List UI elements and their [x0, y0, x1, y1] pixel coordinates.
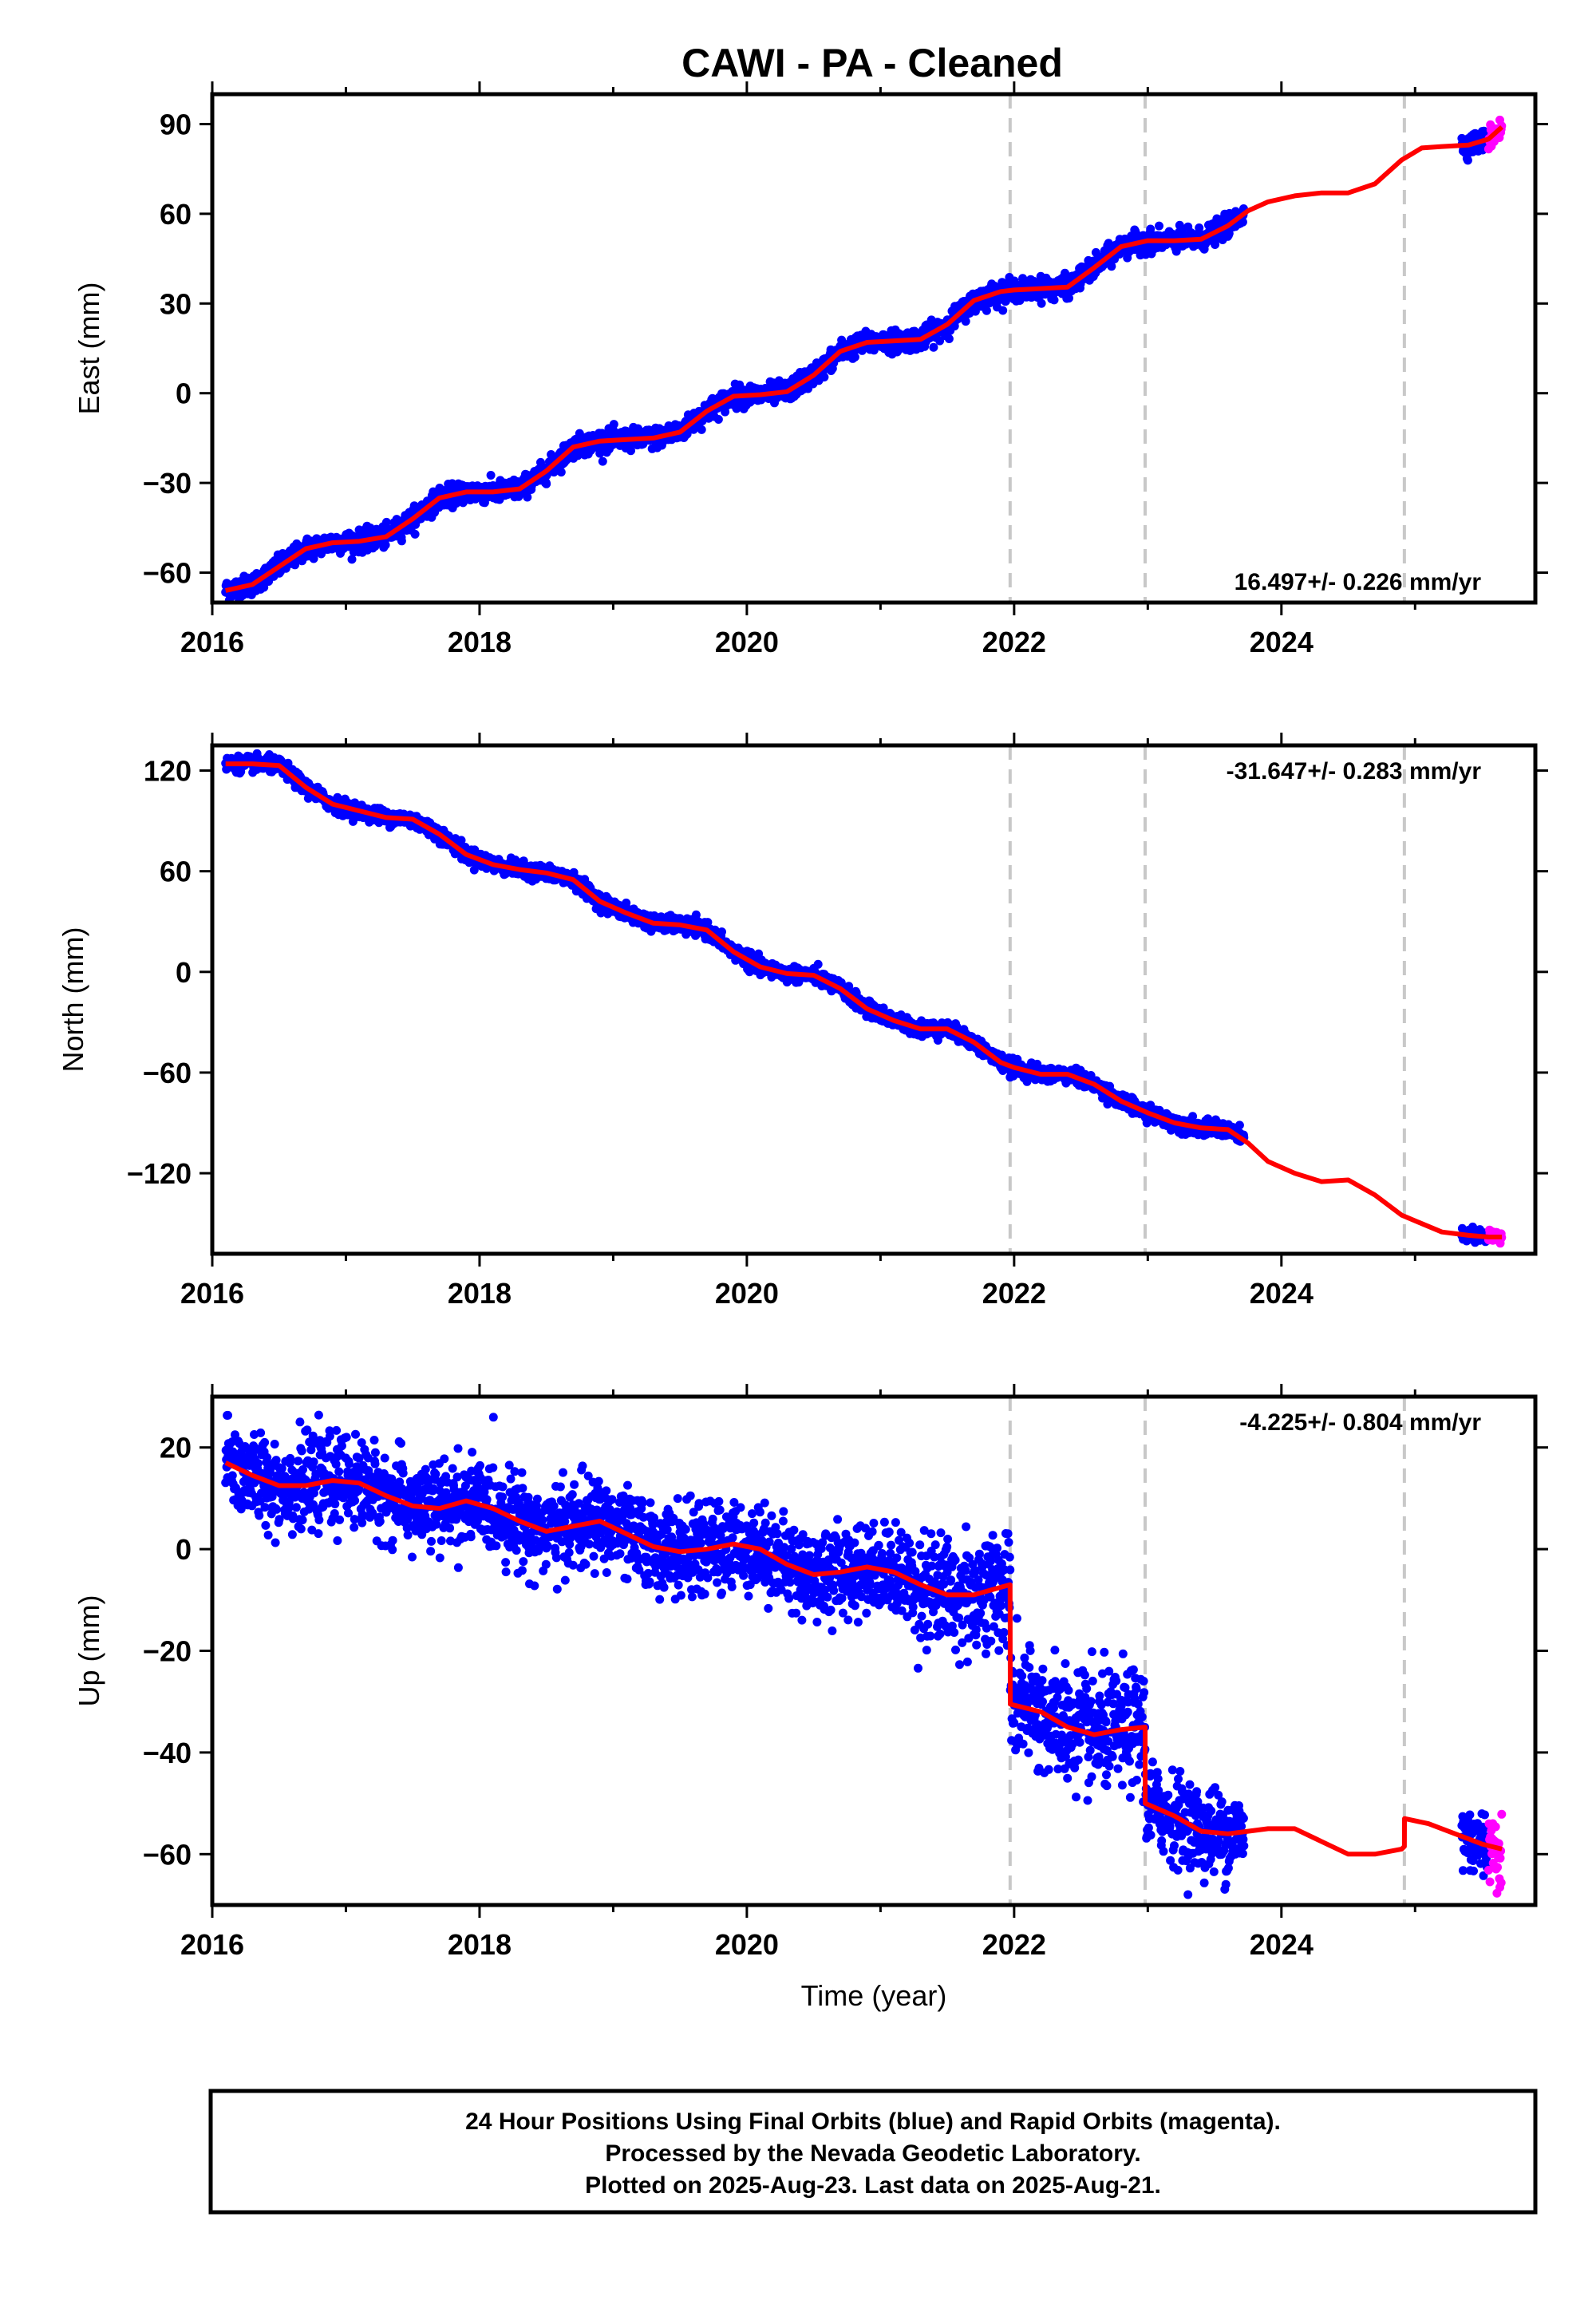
final-orbit-point [998, 306, 1008, 315]
final-orbit-point [1155, 221, 1163, 231]
y-tick-label: 90 [160, 108, 192, 140]
final-orbit-point [944, 334, 954, 343]
final-orbit-point [381, 540, 390, 550]
x-tick-label: 2016 [180, 626, 244, 658]
y-tick-label: 60 [160, 198, 192, 231]
final-orbit-point [456, 836, 466, 845]
final-orbit-point [609, 420, 618, 429]
north-points [221, 749, 1507, 1248]
final-orbit-point [1238, 217, 1247, 227]
final-orbit-point [626, 446, 635, 456]
final-orbit-point [347, 555, 357, 564]
y-tick-label: 30 [160, 287, 192, 320]
final-orbit-point [929, 342, 938, 352]
final-orbit-point [486, 471, 496, 480]
final-orbit-point [813, 959, 823, 969]
final-orbit-point [982, 306, 991, 315]
final-orbit-point [1107, 262, 1116, 271]
final-orbit-point [1065, 294, 1073, 303]
x-tick-label: 2022 [982, 626, 1046, 658]
x-tick-label: 2020 [715, 626, 779, 658]
final-orbit-point [713, 415, 723, 424]
final-orbit-point [961, 317, 970, 326]
east-axis-label: East (mm) [73, 283, 105, 415]
final-orbit-point [850, 352, 859, 362]
y-tick-label: −30 [143, 467, 192, 500]
east-model-line [225, 124, 1504, 593]
east-rate-label: 16.497+/- 0.226 mm/yr [1235, 569, 1482, 595]
final-orbit-point [1195, 223, 1204, 232]
final-orbit-point [691, 910, 701, 919]
final-orbit-point [697, 425, 706, 434]
east-panel: 2016 2018 2020 2022 2024 −60 −30 0 30 60 90 East (m… [73, 81, 1548, 658]
final-orbit-point [575, 429, 584, 438]
final-orbit-point [542, 479, 551, 488]
final-orbit-point [1463, 156, 1472, 165]
plot-frame [210, 92, 1538, 605]
x-tick-label: 2018 [448, 626, 512, 658]
final-orbit-point [556, 468, 566, 477]
final-orbit-point [745, 967, 754, 977]
final-orbit-point [381, 517, 391, 527]
x-tick-label: 2024 [1250, 626, 1314, 658]
figure-title: CAWI - PA - Cleaned [681, 41, 1063, 85]
final-orbit-point [717, 927, 726, 937]
y-tick-label: 0 [176, 377, 192, 410]
final-orbit-point [452, 499, 461, 508]
final-orbit-point [598, 456, 607, 466]
final-orbit-point [1224, 229, 1234, 239]
final-orbit-point [1037, 298, 1046, 308]
final-orbit-point [820, 373, 829, 381]
east-points [221, 115, 1507, 603]
final-orbit-point [410, 529, 420, 539]
y-tick-label: −60 [143, 557, 192, 590]
final-orbit-point [397, 536, 406, 546]
final-orbit-point [935, 336, 945, 346]
final-orbit-point [1049, 295, 1059, 305]
final-orbit-point [746, 947, 756, 957]
